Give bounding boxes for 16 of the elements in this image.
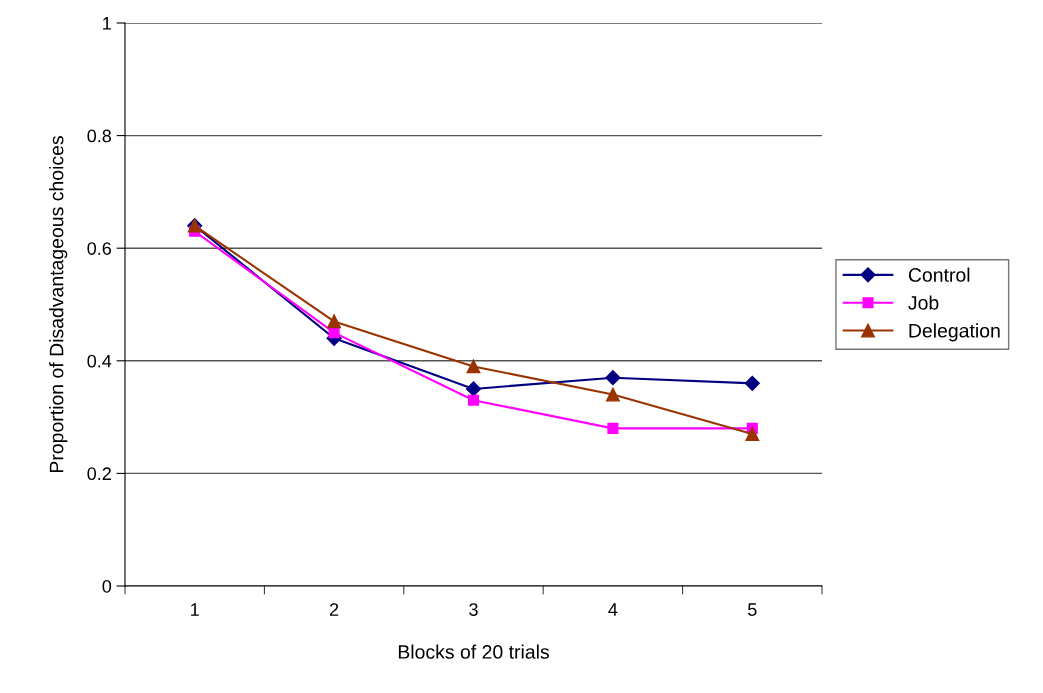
y-tick-label: 0.4 bbox=[87, 354, 112, 368]
y-tick-label: 0.2 bbox=[87, 467, 111, 481]
legend-label: Delegation bbox=[909, 323, 1000, 342]
x-axis-title: Blocks of 20 trials bbox=[398, 644, 549, 659]
y-tick-label: 0.8 bbox=[87, 129, 112, 143]
x-tick-label: 1 bbox=[191, 603, 199, 616]
y-tick-label: 0.6 bbox=[87, 242, 112, 255]
x-tick-label: 2 bbox=[329, 603, 339, 616]
x-tick-label: 3 bbox=[469, 603, 478, 616]
y-tick-label: 0 bbox=[102, 579, 112, 593]
x-tick-label: 4 bbox=[608, 603, 618, 616]
legend-label: Job bbox=[908, 295, 939, 310]
x-tick-label: 5 bbox=[748, 603, 757, 616]
legend-label: Control bbox=[908, 267, 970, 282]
y-tick-label: 1 bbox=[103, 17, 111, 30]
y-axis-title: Proportion of Disadvantageous choices bbox=[49, 136, 68, 473]
